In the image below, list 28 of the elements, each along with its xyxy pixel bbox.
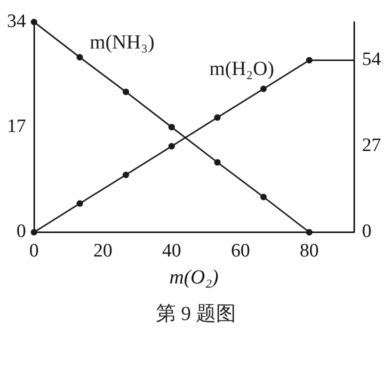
series-label: m(NH₃) (90, 31, 155, 54)
point (214, 159, 221, 166)
y-tick-label: 34 (7, 10, 26, 32)
point (76, 200, 84, 207)
point (30, 228, 38, 236)
point (122, 88, 130, 96)
y2-tick-label: 0 (362, 221, 372, 242)
y-tick-label: 17 (7, 116, 26, 138)
point (214, 114, 221, 121)
y2-tick-label: 27 (362, 135, 381, 156)
point (260, 86, 267, 92)
x-tick-label: 80 (300, 240, 319, 262)
point (168, 124, 175, 130)
series-label: m(H₂O) (209, 58, 274, 80)
point (306, 56, 313, 64)
point (122, 172, 130, 178)
text: 第 9 题图 (155, 302, 237, 327)
point (30, 18, 38, 26)
point (260, 194, 267, 200)
y2-tick-label: 54 (362, 49, 382, 70)
point (306, 228, 313, 236)
y-tick-label: 0 (16, 221, 26, 242)
point (168, 142, 175, 150)
x-tick-label: 20 (93, 240, 112, 262)
x-tick-label: 40 (162, 240, 182, 262)
x-axis-title: m(O₂) (169, 266, 219, 288)
point (76, 54, 84, 60)
x-tick-label: 60 (230, 240, 250, 262)
